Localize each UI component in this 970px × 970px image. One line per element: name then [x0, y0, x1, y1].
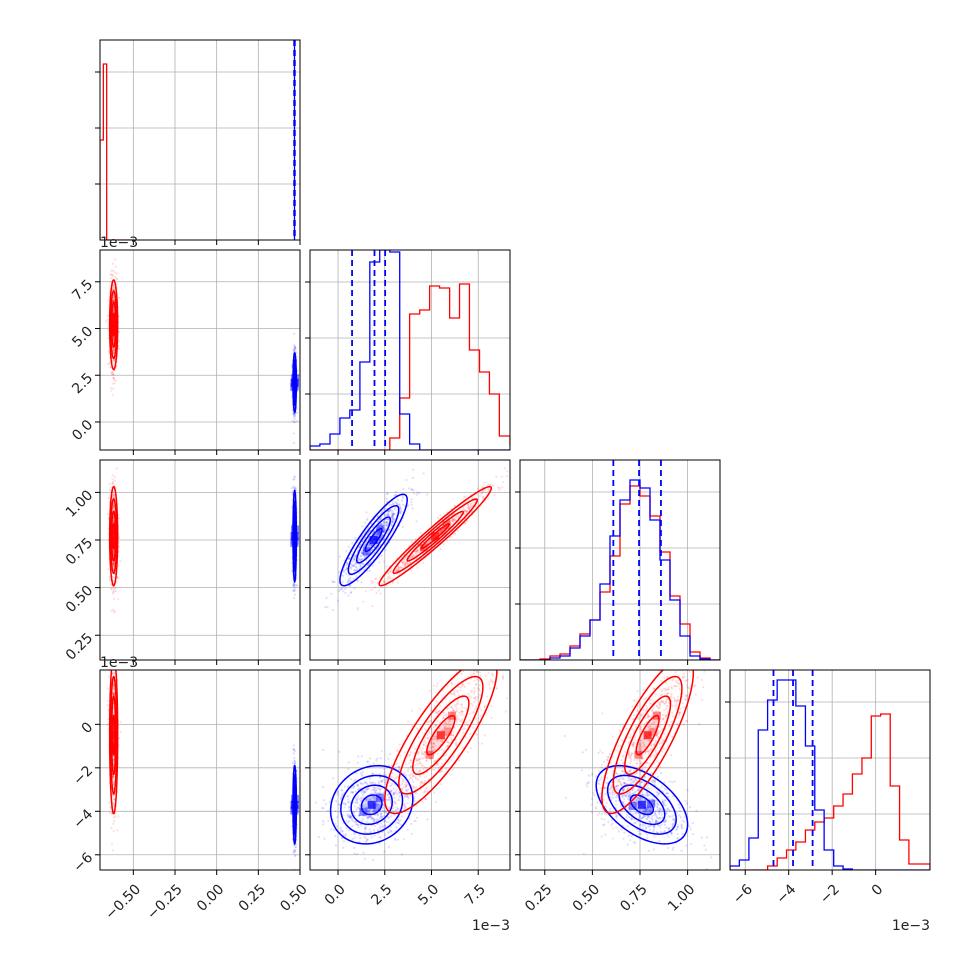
- panel-1-0: [100, 250, 300, 450]
- x-tick-label-2-1: 0.50: [570, 881, 603, 914]
- panel-3-0: [100, 670, 300, 870]
- y-tick-label-2-1: 0.50: [63, 583, 96, 616]
- panel-2-2: [520, 460, 720, 660]
- contours-a-1-0: [108, 279, 119, 371]
- y-tick-label-1-0: 0.0: [69, 417, 96, 444]
- contours-a-3-0: [108, 670, 119, 815]
- x-tick-label-1-2: 5.0: [415, 881, 442, 908]
- y-tick-label-3-3: 0: [79, 719, 97, 737]
- x-tick-label-2-0: 0.25: [522, 881, 555, 914]
- histogram-b-3: [730, 679, 930, 870]
- x-offset-label-3: 1e−3: [892, 918, 930, 934]
- x-tick-label-0-4: 0.50: [277, 881, 310, 914]
- contours-b-1-0: [292, 351, 298, 414]
- histogram-a-1: [310, 283, 510, 450]
- y-offset-label-1: 1e−3: [100, 235, 138, 251]
- panel-3-1: [310, 670, 510, 870]
- histogram-a-0: [100, 63, 134, 240]
- x-tick-label-0-0: −0.50: [102, 881, 144, 923]
- contours-b-2-0: [292, 489, 298, 584]
- scatter-a-3-1: [354, 670, 509, 841]
- x-tick-label-1-1: 2.5: [368, 881, 395, 908]
- x-tick-label-0-3: 0.25: [236, 881, 269, 914]
- x-tick-label-3-2: −2: [817, 881, 843, 907]
- histogram-a-3: [730, 713, 930, 870]
- x-tick-label-0-2: 0.00: [194, 881, 227, 914]
- panel-3-3: [730, 670, 930, 870]
- x-tick-label-3-3: 0: [869, 881, 887, 899]
- axes-frame-2-0: [99, 459, 301, 661]
- x-tick-label-1-0: 0.0: [322, 881, 349, 908]
- y-tick-label-1-1: 2.5: [69, 370, 96, 397]
- x-tick-label-0-1: −0.25: [144, 881, 186, 923]
- contours-a-2-1: [378, 485, 493, 587]
- x-tick-label-2-2: 0.75: [617, 881, 650, 914]
- x-tick-label-3-0: −6: [730, 881, 756, 907]
- y-tick-label-3-1: −4: [70, 806, 96, 832]
- contours-b-2-1: [339, 493, 408, 587]
- axes-frame-1-1: [309, 249, 511, 451]
- axes-frame-2-1: [309, 459, 511, 661]
- y-tick-label-3-0: −6: [70, 850, 96, 876]
- y-tick-label-1-2: 5.0: [69, 323, 96, 350]
- contours-a-3-1: [384, 670, 498, 815]
- axes-frame-0-0: [99, 39, 301, 241]
- y-tick-label-2-3: 1.00: [63, 487, 96, 520]
- contours-b-3-1: [329, 764, 414, 845]
- histogram-b-1: [310, 250, 510, 450]
- y-tick-label-1-3: 7.5: [69, 277, 96, 304]
- panel-2-1: [310, 460, 510, 660]
- contours-a-2-0: [108, 485, 119, 587]
- axes-frame-1-0: [99, 249, 301, 451]
- contours-b-3-0: [292, 764, 298, 845]
- x-offset-label-1: 1e−3: [472, 918, 510, 934]
- axes-frame-2-2: [519, 459, 721, 661]
- y-tick-label-3-2: −2: [70, 763, 96, 789]
- axes-frame-3-0: [99, 669, 301, 871]
- panel-2-0: [100, 460, 300, 660]
- panel-0-0: [100, 40, 300, 240]
- y-tick-label-2-2: 0.75: [63, 535, 96, 568]
- contours-a-3-2: [601, 670, 695, 815]
- axes-frame-3-2: [519, 669, 721, 871]
- x-tick-label-3-1: −4: [774, 881, 800, 907]
- scatter-b-3-1: [314, 746, 441, 861]
- y-offset-label-3: 1e−3: [100, 655, 138, 671]
- panel-3-2: [520, 670, 720, 870]
- x-tick-label-2-3: 1.00: [665, 881, 698, 914]
- contours-b-3-2: [595, 764, 689, 845]
- axes-frame-3-1: [309, 669, 511, 871]
- x-tick-label-1-3: 7.5: [462, 881, 489, 908]
- histogram-b-2: [520, 479, 720, 660]
- axes-frame-3-3: [729, 669, 931, 871]
- panel-1-1: [310, 250, 510, 450]
- y-tick-label-2-0: 0.25: [63, 630, 96, 663]
